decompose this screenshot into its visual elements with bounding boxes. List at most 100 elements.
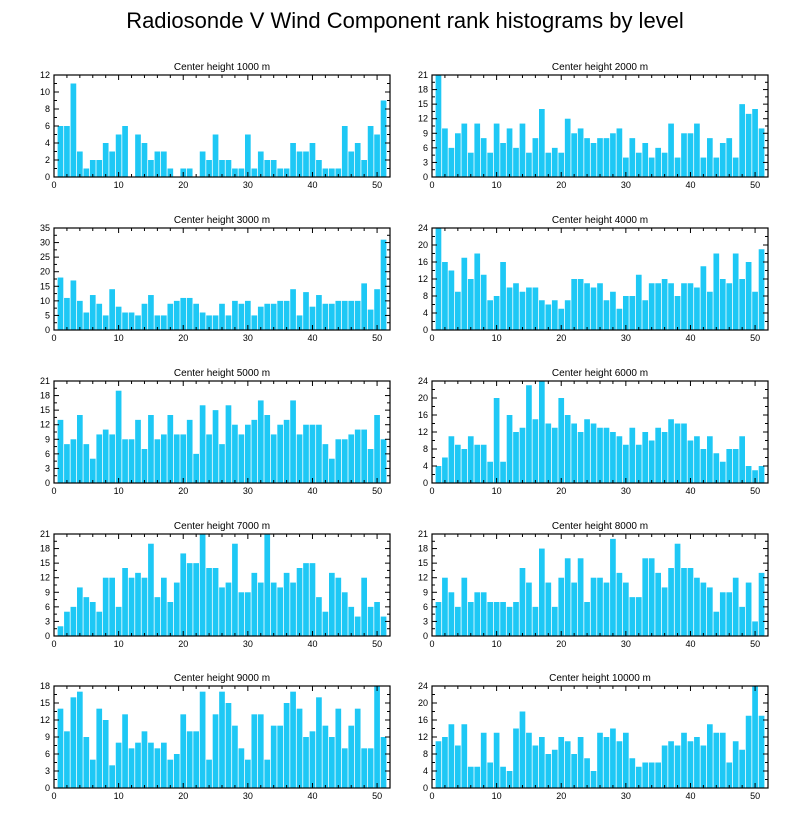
- histogram-bar: [238, 592, 245, 636]
- y-tick-label: 21: [418, 70, 428, 80]
- histogram-bar: [707, 291, 713, 330]
- y-tick-label: 8: [423, 444, 428, 454]
- histogram-bar: [610, 728, 616, 788]
- histogram-bar: [329, 168, 335, 177]
- y-tick-label: 35: [40, 223, 50, 233]
- histogram-bar: [70, 280, 77, 330]
- histogram-bar: [64, 297, 70, 330]
- histogram-bar: [584, 283, 590, 330]
- histogram-bar: [354, 143, 361, 177]
- histogram-bar: [739, 279, 745, 330]
- x-tick-label: 50: [372, 486, 382, 496]
- histogram-bar: [141, 731, 148, 788]
- histogram-bar: [442, 737, 448, 788]
- histogram-bar: [668, 568, 674, 636]
- histogram-bar: [551, 427, 558, 483]
- histogram-bar: [96, 434, 103, 483]
- histogram-bar: [109, 765, 115, 788]
- histogram-bar: [290, 691, 296, 788]
- y-tick-label: 12: [40, 420, 50, 430]
- histogram-bar: [506, 606, 513, 636]
- histogram-bar: [726, 762, 733, 788]
- histogram-bar: [329, 458, 335, 483]
- histogram-bar: [122, 568, 128, 636]
- histogram-bar: [571, 279, 577, 330]
- histogram-bar: [707, 724, 713, 788]
- y-tick-label: 16: [418, 715, 428, 725]
- histogram-bar: [500, 602, 506, 636]
- histogram-bar: [732, 741, 739, 788]
- histogram-bar: [681, 283, 687, 330]
- chart-title: Radiosonde V Wind Component rank histogr…: [126, 8, 684, 33]
- x-tick-label: 30: [243, 639, 253, 649]
- histogram-bar: [564, 558, 571, 636]
- histogram-bar: [732, 253, 739, 330]
- histogram-bar: [341, 592, 348, 636]
- histogram-bar: [571, 133, 577, 177]
- histogram-bar: [264, 759, 271, 788]
- histogram-bar: [109, 289, 115, 330]
- histogram-bar: [539, 381, 545, 483]
- histogram-bar: [590, 423, 597, 483]
- x-tick-label: 40: [307, 180, 317, 190]
- x-tick-label: 0: [429, 333, 434, 343]
- histogram-bar: [584, 138, 590, 177]
- histogram-bar: [122, 714, 128, 788]
- x-tick-label: 30: [243, 180, 253, 190]
- histogram-bar: [448, 592, 455, 636]
- histogram-bar: [442, 262, 448, 330]
- histogram-bar: [752, 686, 758, 788]
- histogram-bar: [642, 143, 649, 177]
- histogram-bar: [154, 748, 161, 788]
- y-tick-label: 4: [423, 308, 428, 318]
- histogram-bar: [487, 602, 493, 636]
- histogram-bar: [487, 762, 493, 788]
- histogram-bar: [526, 582, 532, 636]
- histogram-bar: [545, 423, 552, 483]
- histogram-bar: [212, 315, 219, 330]
- histogram-bar: [519, 123, 526, 177]
- histogram-bar: [655, 572, 661, 636]
- histogram-bar: [89, 759, 96, 788]
- histogram-bar: [629, 597, 636, 636]
- y-tick-label: 6: [45, 749, 50, 759]
- histogram-bar: [257, 714, 264, 788]
- histogram-bar: [687, 741, 694, 788]
- histogram-bar: [135, 134, 141, 177]
- histogram-bar: [199, 151, 206, 177]
- histogram-bar: [148, 415, 154, 483]
- histogram-bar: [577, 737, 584, 788]
- histogram-bar: [577, 432, 584, 483]
- y-tick-label: 0: [423, 325, 428, 335]
- histogram-bar: [455, 291, 461, 330]
- histogram-bar: [674, 543, 681, 636]
- y-tick-label: 9: [423, 128, 428, 138]
- x-tick-label: 40: [307, 791, 317, 801]
- histogram-bar: [148, 742, 154, 788]
- histogram-bar: [558, 577, 565, 636]
- histogram-bar: [655, 147, 661, 177]
- x-tick-label: 20: [556, 791, 566, 801]
- histogram-bar: [435, 602, 442, 636]
- histogram-bar: [141, 303, 148, 330]
- histogram-bar: [616, 572, 623, 636]
- histogram-bar: [270, 725, 277, 788]
- histogram-bar: [713, 253, 720, 330]
- histogram-bar: [77, 300, 83, 330]
- histogram-bar: [519, 568, 526, 636]
- histogram-bar: [316, 295, 322, 330]
- histogram-bar: [309, 143, 316, 177]
- histogram-bar: [532, 745, 539, 788]
- x-tick-label: 0: [429, 639, 434, 649]
- x-tick-label: 50: [750, 333, 760, 343]
- histogram-bar: [745, 113, 752, 177]
- histogram-bar: [526, 385, 532, 483]
- histogram-bar: [232, 168, 238, 177]
- histogram-bar: [186, 563, 193, 636]
- histogram-bar: [57, 626, 64, 636]
- panel-title: Center height 8000 m: [552, 521, 648, 532]
- histogram-bar: [558, 398, 565, 483]
- x-tick-label: 30: [243, 791, 253, 801]
- histogram-bar: [83, 168, 90, 177]
- histogram-bar: [354, 300, 361, 330]
